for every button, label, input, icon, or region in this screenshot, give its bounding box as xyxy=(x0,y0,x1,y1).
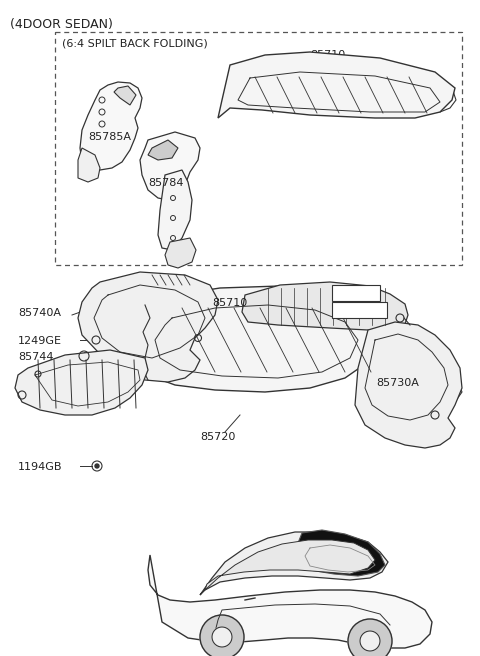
Polygon shape xyxy=(148,555,432,648)
Bar xyxy=(332,285,380,301)
Text: 85720: 85720 xyxy=(200,432,235,442)
Polygon shape xyxy=(205,540,375,590)
Text: 85730A: 85730A xyxy=(376,378,419,388)
Text: 85744: 85744 xyxy=(18,352,53,362)
Text: 85710: 85710 xyxy=(310,50,345,60)
Text: 85785A: 85785A xyxy=(88,132,131,142)
Polygon shape xyxy=(218,52,455,118)
Polygon shape xyxy=(355,322,462,448)
Polygon shape xyxy=(80,82,142,170)
Circle shape xyxy=(200,615,244,656)
Polygon shape xyxy=(165,238,196,268)
Text: 85771: 85771 xyxy=(334,288,370,298)
Polygon shape xyxy=(78,148,100,182)
Polygon shape xyxy=(148,140,178,160)
Polygon shape xyxy=(78,272,218,382)
Circle shape xyxy=(348,619,392,656)
Text: 82315A: 82315A xyxy=(334,305,377,315)
Text: 1249GE: 1249GE xyxy=(18,336,62,346)
Text: (6:4 SPILT BACK FOLDING): (6:4 SPILT BACK FOLDING) xyxy=(62,38,208,48)
Text: 85710: 85710 xyxy=(212,298,247,308)
Circle shape xyxy=(95,464,99,468)
Text: (4DOOR SEDAN): (4DOOR SEDAN) xyxy=(10,18,113,31)
Polygon shape xyxy=(242,282,408,330)
Text: 85740A: 85740A xyxy=(18,308,61,318)
Bar xyxy=(55,32,462,265)
Text: 1194GB: 1194GB xyxy=(18,462,62,472)
Polygon shape xyxy=(128,286,378,392)
Polygon shape xyxy=(296,530,385,576)
Bar xyxy=(332,302,387,318)
Polygon shape xyxy=(114,86,136,105)
Polygon shape xyxy=(200,532,388,595)
Circle shape xyxy=(212,627,232,647)
Polygon shape xyxy=(158,170,192,250)
Polygon shape xyxy=(140,132,200,200)
Polygon shape xyxy=(15,350,148,415)
Circle shape xyxy=(360,631,380,651)
Text: 85784: 85784 xyxy=(148,178,183,188)
